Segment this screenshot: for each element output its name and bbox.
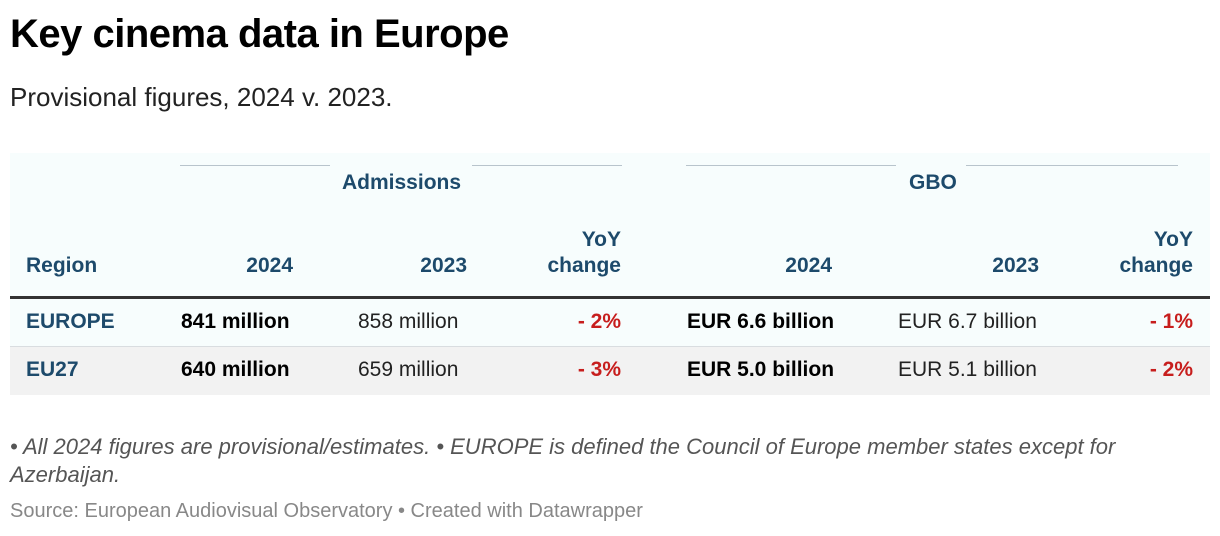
admissions-2024-cell: 640 million xyxy=(181,358,290,381)
gbo-yoy-cell: - 2% xyxy=(1149,358,1193,381)
region-cell: EU27 xyxy=(26,358,79,381)
region-cell: EUROPE xyxy=(26,310,115,333)
alt-row-background xyxy=(10,347,1210,395)
column-header-line: change xyxy=(1119,254,1193,277)
column-header-line: YoY xyxy=(1153,228,1193,251)
column-header-admissions-2024[interactable]: 2024 xyxy=(246,254,293,277)
group-divider-line xyxy=(472,165,622,166)
admissions-2023-cell: 659 million xyxy=(358,358,459,381)
column-header-gbo-2023[interactable]: 2023 xyxy=(992,254,1039,277)
column-header-line: YoY xyxy=(581,228,621,251)
column-header-admissions-yoy[interactable]: YoY change xyxy=(521,227,621,279)
column-header-region[interactable]: Region xyxy=(26,254,98,277)
chart-subtitle: Provisional figures, 2024 v. 2023. xyxy=(10,82,393,112)
gbo-2024-cell: EUR 5.0 billion xyxy=(687,358,835,381)
header-rule xyxy=(10,296,1210,299)
data-table: Admissions GBO Region 2024 2023 YoY chan… xyxy=(10,153,1210,395)
column-header-line: change xyxy=(547,254,621,277)
group-divider-line xyxy=(686,165,896,166)
admissions-2023-cell: 858 million xyxy=(358,310,459,333)
column-header-gbo-yoy[interactable]: YoY change xyxy=(1093,227,1193,279)
source-credit: Source: European Audiovisual Observatory… xyxy=(10,500,643,522)
group-label-admissions: Admissions xyxy=(342,171,462,194)
gbo-2023-cell: EUR 6.7 billion xyxy=(898,310,1037,333)
group-label-gbo: GBO xyxy=(909,171,957,194)
admissions-yoy-cell: - 3% xyxy=(577,358,621,381)
group-divider-line xyxy=(180,165,330,166)
gbo-2023-cell: EUR 5.1 billion xyxy=(898,358,1037,381)
chart-title: Key cinema data in Europe xyxy=(10,12,509,56)
footnotes: • All 2024 figures are provisional/estim… xyxy=(10,434,1116,487)
gbo-2024-cell: EUR 6.6 billion xyxy=(687,310,835,333)
group-divider-line xyxy=(966,165,1178,166)
column-header-admissions-2023[interactable]: 2023 xyxy=(420,254,467,277)
column-header-gbo-2024[interactable]: 2024 xyxy=(785,254,832,277)
row-divider xyxy=(10,346,1210,347)
gbo-yoy-cell: - 1% xyxy=(1149,310,1193,333)
admissions-2024-cell: 841 million xyxy=(181,310,290,333)
admissions-yoy-cell: - 2% xyxy=(577,310,621,333)
